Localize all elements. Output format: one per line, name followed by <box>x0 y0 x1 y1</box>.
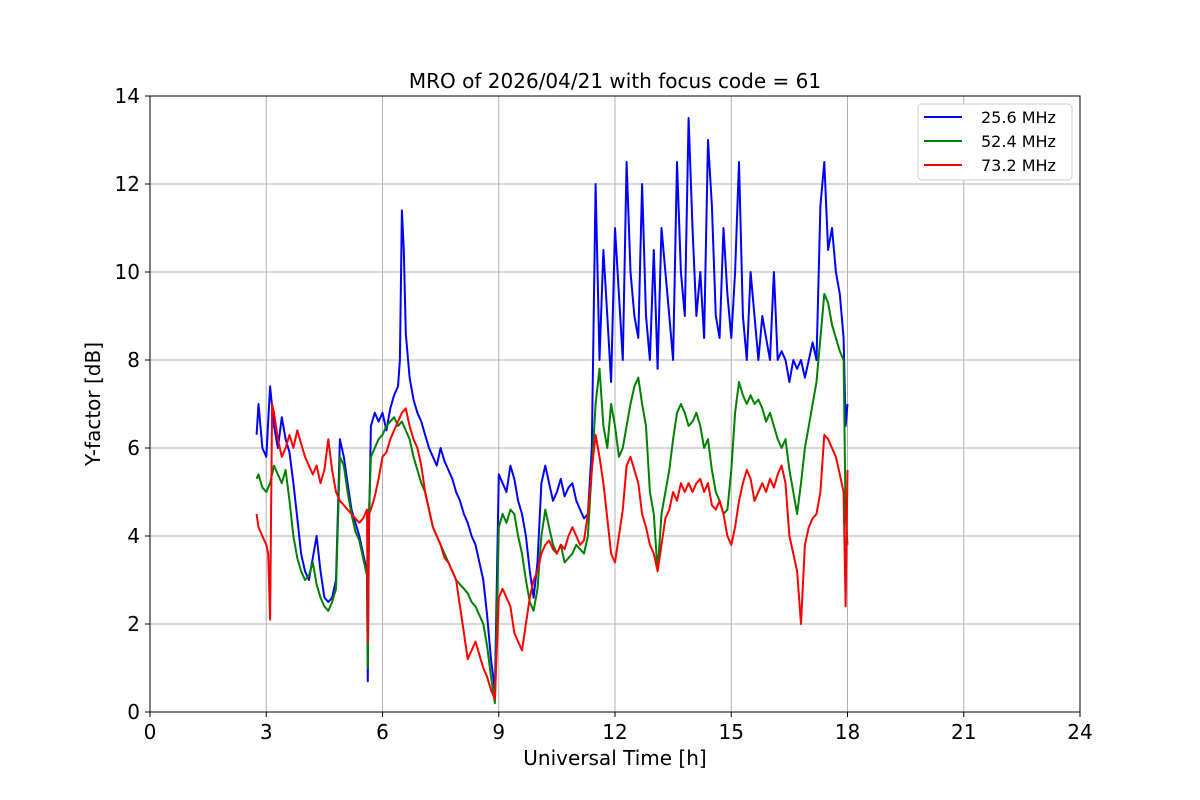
y-tick-label: 6 <box>127 436 140 460</box>
chart-title: MRO of 2026/04/21 with focus code = 61 <box>409 69 821 93</box>
legend-label: 25.6 MHz <box>981 108 1056 127</box>
grid <box>149 95 1081 713</box>
x-axis-label: Universal Time [h] <box>523 746 706 770</box>
x-axis-ticks: 0 3 6 9 12 15 18 21 24 <box>144 712 1093 744</box>
y-tick-label: 0 <box>127 700 140 724</box>
x-tick-label: 24 <box>1067 720 1092 744</box>
x-tick-label: 21 <box>951 720 976 744</box>
y-axis-label: Y-factor [dB] <box>81 342 105 467</box>
x-tick-label: 18 <box>835 720 860 744</box>
y-tick-label: 14 <box>115 84 140 108</box>
legend: 25.6 MHz 52.4 MHz 73.2 MHz <box>917 103 1073 181</box>
x-tick-label: 9 <box>492 720 505 744</box>
series-line-73-2-mhz <box>255 403 849 700</box>
x-tick-label: 12 <box>602 720 627 744</box>
y-tick-label: 2 <box>127 612 140 636</box>
y-axis-ticks: 0 2 4 6 8 10 12 14 <box>115 84 150 724</box>
y-tick-label: 4 <box>127 524 140 548</box>
series-layer <box>255 117 849 705</box>
y-tick-label: 8 <box>127 348 140 372</box>
legend-label: 73.2 MHz <box>981 156 1056 175</box>
series-line-52-4-mhz <box>255 293 849 705</box>
legend-box <box>917 103 1073 181</box>
y-tick-label: 10 <box>115 260 140 284</box>
x-tick-label: 15 <box>719 720 744 744</box>
x-tick-label: 0 <box>144 720 157 744</box>
series-line-25-6-mhz <box>255 117 849 691</box>
x-tick-label: 6 <box>376 720 389 744</box>
y-tick-label: 12 <box>115 172 140 196</box>
legend-label: 52.4 MHz <box>981 132 1056 151</box>
x-tick-label: 3 <box>260 720 273 744</box>
